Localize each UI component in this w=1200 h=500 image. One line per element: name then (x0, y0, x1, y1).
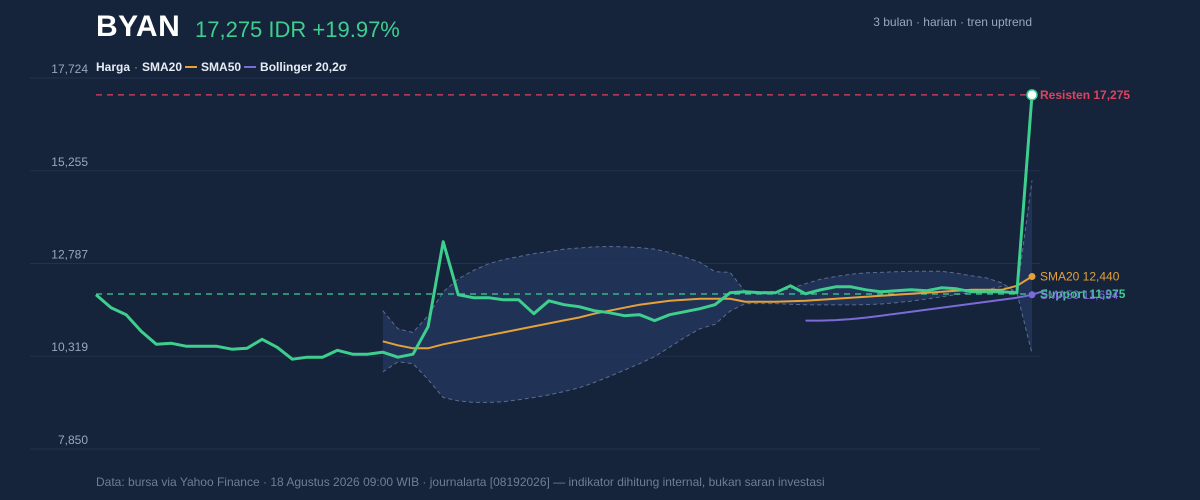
sma20-last-point (1028, 273, 1036, 281)
price-change: 17,275 IDR +19.97% (195, 17, 400, 42)
y-tick-label: 10,319 (51, 340, 88, 354)
legend-sma50-swatch (244, 66, 257, 68)
ticker-symbol: BYAN (96, 10, 181, 43)
sma20-line (382, 275, 1033, 350)
legend-bollinger: Bollinger 20,2σ (260, 60, 347, 74)
sma50-line (805, 288, 1048, 322)
sma50-last-point (1028, 291, 1036, 299)
price-line (95, 94, 1034, 361)
legend-price: Harga (96, 60, 131, 74)
bollinger-band-fill (382, 180, 1032, 403)
legend-sma50: SMA50 (201, 60, 242, 74)
y-tick-label: 7,850 (58, 433, 88, 447)
legend-sma20: SMA20 (142, 60, 183, 74)
legend-sma20-swatch (185, 66, 198, 68)
chart-legend: Harga · SMA20 SMA50 Bollinger 20,2σ (96, 60, 347, 74)
sma50-end-label: SMA50 11,654 (1040, 288, 1119, 302)
sma20-end-label: SMA20 12,440 (1040, 270, 1120, 284)
resistance-label: Resisten 17,275 (1040, 88, 1130, 102)
y-tick-label: 17,724 (51, 62, 88, 76)
footer-source: Data: bursa via Yahoo Finance · 18 Agust… (96, 475, 825, 489)
legend-separator: · (134, 60, 139, 74)
price-last-point (1026, 89, 1038, 101)
y-tick-label: 15,255 (51, 155, 88, 169)
bollinger-lower-line (382, 285, 1033, 403)
bollinger-upper-line (382, 180, 1033, 334)
support-label: Support 11,975 (1040, 287, 1126, 301)
y-tick-label: 12,787 (51, 248, 88, 262)
chart-meta: 3 bulan · harian · tren uptrend (873, 15, 1032, 29)
